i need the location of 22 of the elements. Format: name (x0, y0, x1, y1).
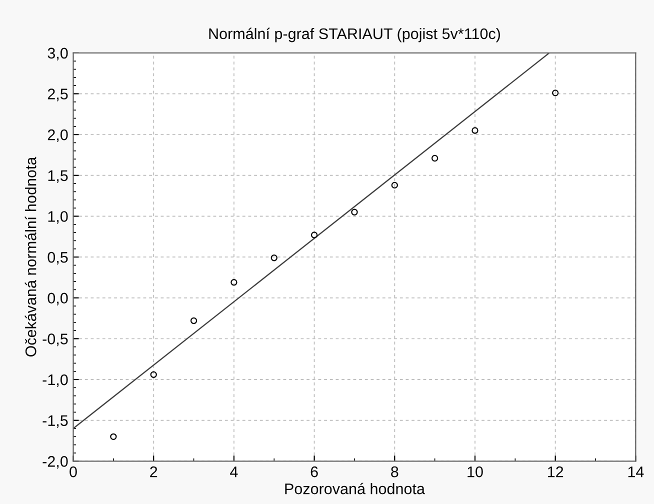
x-tick-label: 2 (150, 466, 158, 478)
y-tick-label: 0,0 (48, 292, 68, 306)
x-tick-label: 0 (70, 466, 77, 478)
y-tick-label: 2,5 (48, 88, 68, 102)
y-tick-label: 2,0 (48, 129, 68, 142)
y-tick-label: -2,0 (42, 456, 68, 469)
x-axis-title: Pozorovaná hodnota (285, 482, 425, 494)
y-tick-label: -1,5 (42, 415, 68, 428)
x-tick-label: 4 (230, 466, 238, 478)
x-tick-label: 8 (391, 466, 398, 478)
x-tick-label: 6 (310, 466, 318, 478)
y-tick-label: 3,0 (48, 48, 68, 60)
y-tick-label: -1,0 (42, 374, 68, 388)
chart-title: Normální p-graf STARIAUT (pojist 5v*110c) (209, 28, 500, 42)
y-axis-title: Očekávaná normální hodnota (24, 156, 36, 357)
x-tick-label: 14 (628, 466, 644, 478)
y-tick-label: 1,5 (48, 170, 68, 183)
x-tick-label: 10 (468, 466, 483, 478)
x-tick-label: 12 (548, 466, 564, 478)
y-tick-label: 1,0 (48, 211, 68, 224)
y-tick-label: 0,5 (48, 252, 68, 265)
y-tick-label: -0,5 (42, 334, 68, 346)
